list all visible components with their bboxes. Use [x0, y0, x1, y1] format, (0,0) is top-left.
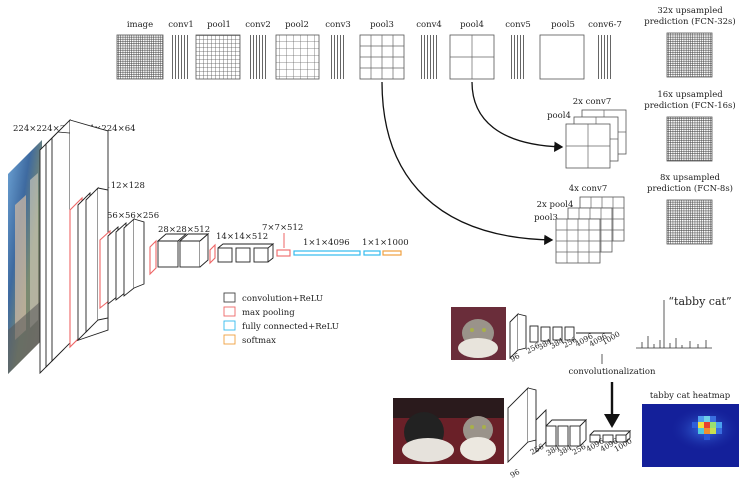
pool2-grid: [275, 34, 320, 80]
fc-block-2: [363, 250, 381, 256]
cat-photo-top: [451, 307, 506, 360]
classifier-bottom-layers: [507, 386, 632, 464]
layer-label-conv2: conv2: [245, 20, 271, 30]
skip16-stack: [565, 109, 627, 169]
pool3-grid: [359, 34, 405, 80]
dim-label-pool5: 7×7×512: [262, 223, 303, 233]
skip16-conv7-label: 2x conv7: [573, 97, 611, 107]
layer-label-conv6-7: conv6-7: [588, 20, 622, 30]
conv2-stripes: [250, 35, 266, 79]
dim-label-block5: 14×14×512: [216, 232, 268, 242]
layer-label-pool2: pool2: [285, 20, 309, 30]
conv3-stripes: [329, 35, 345, 79]
prediction-16s-line1: 16x upsampled: [657, 90, 723, 100]
conv5-stripes: [510, 35, 526, 79]
prediction-32s-line2: prediction (FCN-32s): [644, 16, 735, 27]
legend-label-softmax: softmax: [242, 336, 276, 346]
pool5-box: [539, 34, 585, 80]
conv6-7-stripes: [597, 35, 613, 79]
legend: convolution+ReLU max pooling fully conne…: [223, 292, 339, 346]
skip8-pool4-label: 2x pool4: [537, 200, 574, 210]
block4: [149, 233, 210, 276]
fcn-feature-maps: [116, 34, 613, 80]
tabby-cat-heatmap: [642, 404, 739, 467]
cat-dog-photo-bottom: [393, 398, 504, 464]
dim-label-input: 224×224×3: [13, 124, 65, 134]
layer-label-pool4: pool4: [460, 20, 484, 30]
input-photo: [8, 140, 42, 374]
dim-label-conv1: 224×224×64: [78, 124, 136, 134]
image-grid: [116, 34, 164, 80]
legend-swatch-softmax: [223, 334, 236, 345]
pool3-skip-arrow: [381, 81, 554, 246]
prediction-32s-line1: 32x upsampled: [657, 6, 723, 16]
skip16-pool4-label: pool4: [547, 111, 571, 121]
prediction-8s-line1: 8x upsampled: [660, 173, 720, 183]
prediction-16s-line2: prediction (FCN-16s): [644, 100, 735, 111]
pool5-block: [276, 249, 291, 257]
layer-label-conv1: conv1: [168, 20, 194, 30]
legend-label-pool: max pooling: [242, 308, 295, 318]
dim-label-block2: 112×112×128: [82, 181, 145, 191]
pool4-skip-arrow: [471, 81, 564, 152]
bottom-size-0: 96: [509, 467, 522, 480]
legend-label-conv: convolution+ReLU: [242, 294, 323, 304]
layer-label-pool5: pool5: [551, 20, 575, 30]
legend-swatch-fc: [223, 320, 236, 331]
conv4-stripes: [421, 35, 437, 79]
legend-label-fc: fully connected+ReLU: [242, 322, 339, 332]
top-size-0: 96: [509, 351, 522, 364]
heatmap-title: tabby cat heatmap: [650, 391, 731, 401]
prediction-8s-map: [666, 199, 713, 245]
fc-block-1: [293, 250, 361, 256]
skip8-stack: [555, 196, 625, 264]
legend-swatch-conv: [223, 292, 236, 303]
dim-label-block3: 56×56×256: [107, 211, 159, 221]
tabby-cat-label: “tabby cat”: [668, 295, 731, 308]
layer-label-image: image: [127, 20, 153, 30]
classifier-top-layers: [509, 312, 612, 360]
layer-label-conv5: conv5: [505, 20, 531, 30]
class-score-spikes: [636, 300, 712, 349]
pool1-grid: [195, 34, 241, 80]
layer-label-pool1: pool1: [207, 20, 231, 30]
skip8-pool3-label: pool3: [534, 213, 558, 223]
prediction-32s-map: [666, 32, 713, 78]
dim-label-softmax: 1×1×1000: [362, 238, 409, 248]
layer-label-conv4: conv4: [416, 20, 442, 30]
softmax-block: [382, 250, 402, 256]
convolutionalization-label: convolutionalization: [569, 367, 656, 377]
convolutionalization-arrowhead: [604, 414, 620, 428]
layer-label-pool3: pool3: [370, 20, 394, 30]
legend-swatch-pool: [223, 306, 236, 317]
prediction-8s-line2: prediction (FCN-8s): [647, 183, 733, 194]
prediction-16s-map: [666, 116, 713, 162]
layer-label-conv3: conv3: [325, 20, 351, 30]
dim-label-block4: 28×28×512: [158, 225, 210, 235]
pool4-grid: [449, 34, 495, 80]
dim-label-fc: 1×1×4096: [303, 238, 350, 248]
block5: [209, 243, 275, 265]
block3: [99, 217, 145, 310]
skip8-conv7-label: 4x conv7: [569, 184, 607, 194]
conv1-stripes: [172, 35, 188, 79]
